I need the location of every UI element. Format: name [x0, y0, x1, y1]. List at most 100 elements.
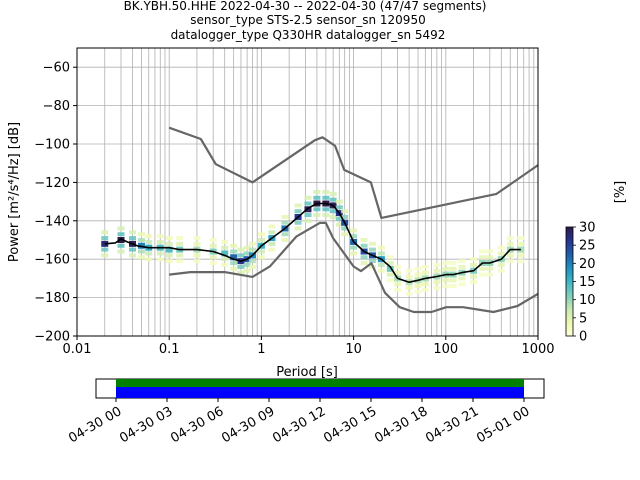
- colorbar-tick-label: 30: [579, 221, 596, 236]
- histogram-cell: [386, 255, 394, 260]
- colorbar-label: [%]: [613, 181, 628, 204]
- noise-model-high-line: [168, 126, 539, 219]
- histogram-cell: [322, 190, 330, 194]
- colorbar-swatch: [566, 256, 573, 260]
- histogram-cell: [248, 259, 256, 264]
- histogram-cell: [394, 287, 402, 292]
- histogram-cell: [145, 239, 153, 244]
- timeline-tick-label: 04-30 06: [168, 404, 226, 446]
- histogram-cell: [497, 268, 505, 273]
- histogram-cell: [221, 250, 229, 257]
- histogram-cell: [313, 195, 321, 200]
- histogram-cell: [386, 272, 394, 277]
- histogram-cell: [368, 259, 376, 264]
- histogram-cell: [243, 262, 251, 267]
- colorbar-swatch: [566, 295, 573, 299]
- colorbar-swatch: [566, 235, 573, 239]
- histogram-cell: [165, 246, 173, 253]
- y-tick-label: −120: [34, 176, 70, 191]
- histogram-cell: [137, 238, 145, 242]
- x-tick-label: 100: [433, 342, 458, 357]
- histogram-cell: [497, 262, 505, 267]
- histogram-cell: [386, 261, 394, 266]
- histogram-cell: [257, 255, 265, 260]
- colorbar-swatch: [566, 240, 573, 244]
- histogram-cell: [156, 257, 164, 262]
- colorbar-swatch: [566, 333, 573, 337]
- histogram-cell: [137, 255, 145, 260]
- histogram-cell: [145, 251, 153, 256]
- y-tick-label: −200: [34, 330, 70, 345]
- histogram-cell: [176, 236, 184, 241]
- colorbar-swatch: [566, 265, 573, 269]
- x-tick-label: 0.1: [159, 342, 180, 357]
- histogram-cell: [248, 241, 256, 246]
- colorbar-gradient: [566, 227, 573, 337]
- histogram-cell: [414, 289, 422, 294]
- histogram-cell: [458, 276, 466, 281]
- histogram-cell: [478, 266, 486, 271]
- colorbar-tick-label: 20: [579, 257, 596, 272]
- histogram-cell: [506, 241, 514, 246]
- colorbar-tick-label: 10: [579, 293, 596, 308]
- histogram-cell: [304, 195, 312, 200]
- histogram-cell: [304, 218, 312, 223]
- colorbar-swatch: [566, 229, 573, 233]
- x-tick-label: 1000: [521, 342, 554, 357]
- histogram-cell: [478, 249, 486, 254]
- histogram-cell: [486, 266, 494, 271]
- histogram-cell: [350, 251, 358, 256]
- histogram-cell: [230, 254, 238, 261]
- colorbar-swatch: [566, 327, 573, 331]
- histogram-cell: [156, 239, 164, 244]
- histogram-cell: [304, 201, 312, 206]
- colorbar-swatch: [566, 251, 573, 255]
- histogram-cell: [470, 274, 478, 279]
- histogram-cell: [209, 243, 217, 248]
- colorbar-tick-label: 0: [579, 330, 587, 345]
- histogram-cell: [377, 251, 385, 256]
- grid-lines: [76, 48, 538, 337]
- histogram-cell: [517, 259, 525, 264]
- histogram-cell: [414, 266, 422, 271]
- histogram-cell: [377, 268, 385, 273]
- ppsd-plot: 0.01 0.1 1 10 100 1000 −60 −80 −100 −120 −140 −160…: [7, 47, 555, 380]
- histogram-cell: [237, 270, 245, 275]
- histogram-cell: [442, 278, 450, 283]
- histogram-cell: [335, 205, 343, 210]
- y-axis-ticks: −60 −80 −100 −120 −140 −160 −180 −200: [34, 61, 77, 345]
- histogram-cell: [329, 214, 337, 219]
- histogram-cell: [405, 274, 413, 279]
- histogram-cell: [117, 232, 125, 237]
- histogram-cell: [433, 286, 441, 290]
- colorbar-swatch: [566, 267, 573, 271]
- histogram-cell: [268, 230, 276, 235]
- histogram-cell: [176, 241, 184, 246]
- timeline-used-bar: [116, 387, 524, 398]
- histogram-cell: [470, 262, 478, 267]
- colorbar-swatch: [566, 292, 573, 296]
- histogram-cell: [257, 238, 265, 242]
- colorbar-swatch: [566, 308, 573, 312]
- histogram-cell: [281, 214, 289, 219]
- colorbar-swatch: [566, 300, 573, 304]
- timeline-tick-label: 04-30 15: [321, 404, 379, 446]
- histogram-cell: [517, 236, 525, 241]
- colorbar-swatch: [566, 276, 573, 280]
- histogram-cell: [329, 209, 337, 214]
- histogram-cell: [421, 270, 429, 275]
- histogram-cell: [442, 284, 450, 289]
- histogram-cell: [101, 236, 109, 241]
- histogram-cell: [101, 247, 109, 252]
- histogram-cell: [237, 253, 245, 258]
- histogram-cell: [117, 249, 125, 254]
- colorbar-swatch: [566, 248, 573, 252]
- y-tick-label: −60: [43, 61, 70, 76]
- histogram-cell: [230, 261, 238, 266]
- histogram-cell: [458, 264, 466, 269]
- histogram-cell: [486, 272, 494, 277]
- timeline-tick-label: 04-30 00: [66, 404, 124, 446]
- histogram-cell: [193, 259, 201, 264]
- histogram-cell: [517, 241, 525, 246]
